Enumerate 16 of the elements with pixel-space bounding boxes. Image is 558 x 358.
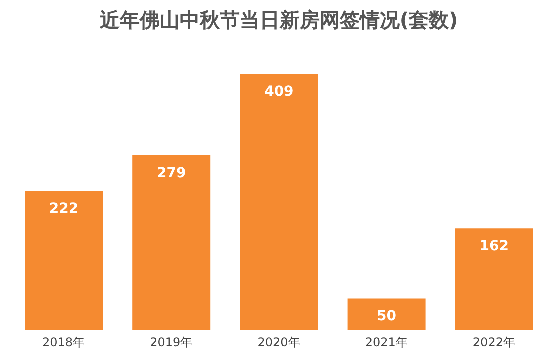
bar [132, 155, 211, 330]
x-tick-label: 2021年 [365, 336, 408, 350]
data-label: 50 [377, 308, 397, 325]
x-tick-label: 2020年 [258, 336, 300, 350]
data-label: 162 [480, 238, 510, 255]
bar [240, 74, 318, 330]
bar [455, 228, 534, 330]
data-label: 222 [49, 200, 79, 217]
x-tick-label: 2019年 [150, 336, 193, 350]
bar [25, 191, 103, 330]
bar [348, 298, 426, 330]
chart-title: 近年佛山中秋节当日新房网签情况(套数) [98, 7, 460, 34]
data-label: 279 [156, 165, 186, 182]
x-tick-label: 2018年 [42, 336, 86, 350]
data-label: 409 [264, 84, 294, 100]
x-tick-label: 2022年 [472, 336, 516, 350]
